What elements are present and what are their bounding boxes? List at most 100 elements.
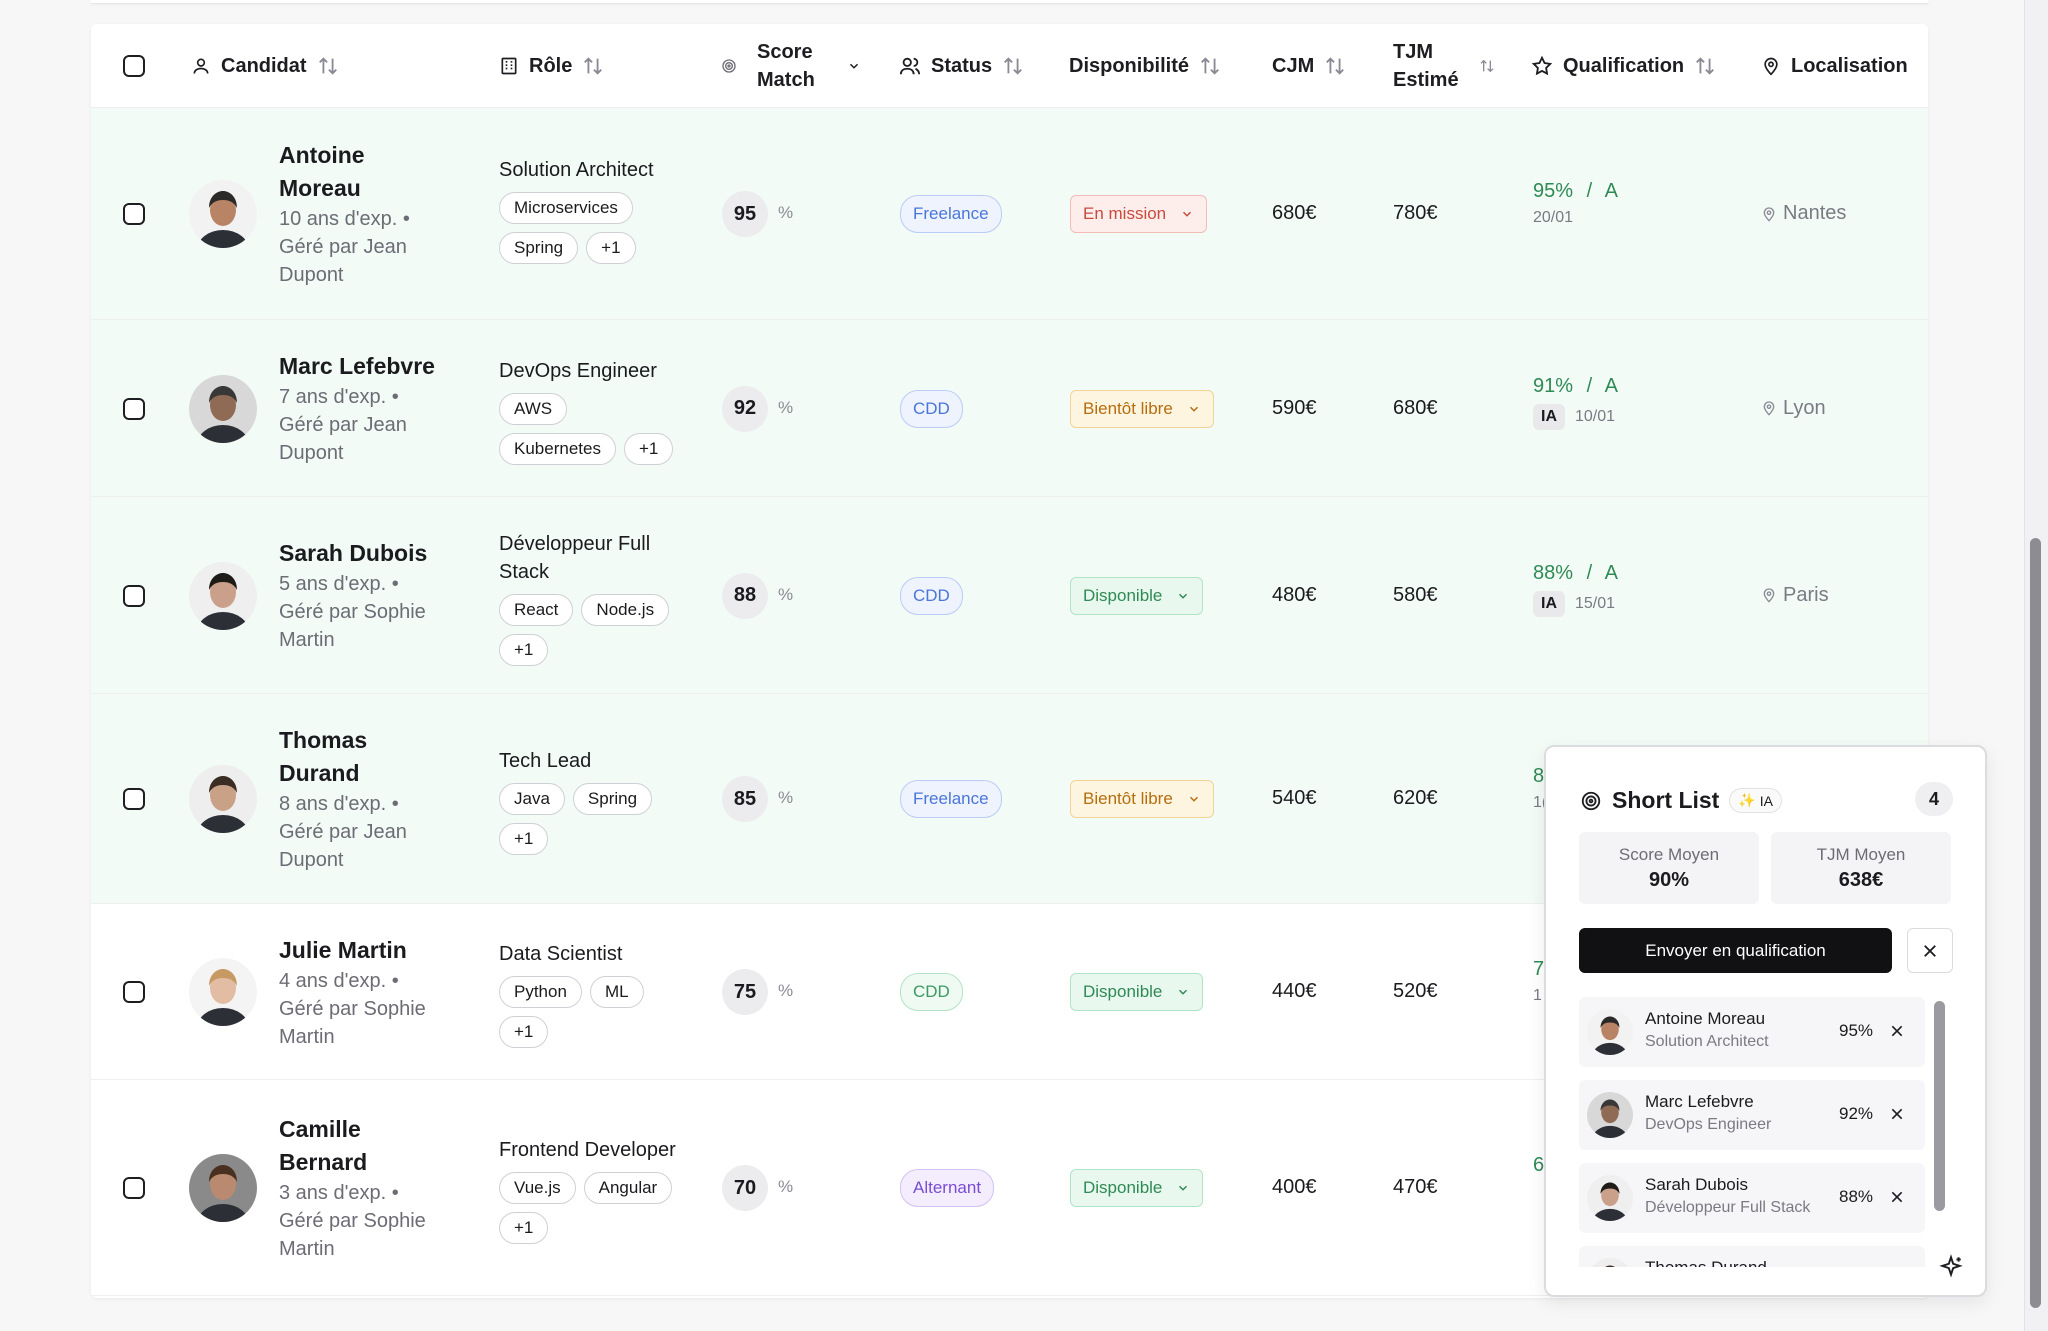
col-cjm-label: CJM [1272, 54, 1315, 77]
row-checkbox[interactable] [123, 981, 145, 1003]
candidate-name-line1: Antoine [279, 142, 365, 168]
qualification-cell: 95% / A 20/01 [1533, 180, 1618, 227]
skill-tag: Spring [499, 232, 579, 264]
col-cjm[interactable]: CJM [1272, 24, 1346, 108]
qualification-grade: A [1604, 180, 1618, 202]
building-icon [501, 57, 517, 75]
top-card-edge [91, 0, 1928, 4]
cjm-value: 540€ [1272, 787, 1317, 809]
shortlist-item[interactable]: Thomas Durand [1579, 1246, 1925, 1267]
row-checkbox[interactable] [123, 397, 145, 420]
close-icon [1891, 1108, 1903, 1120]
shortlist-title: Short List [1612, 787, 1720, 813]
qualification-sep: / [1586, 561, 1593, 584]
row-checkbox[interactable] [123, 203, 145, 225]
status-badge: Alternant [900, 1169, 995, 1207]
shortlist-item-name: Sarah Dubois [1645, 1175, 1749, 1194]
availability-dropdown[interactable]: En mission [1070, 195, 1208, 233]
remove-item-button[interactable] [1885, 1019, 1909, 1043]
chevron-down-icon[interactable] [847, 59, 861, 73]
status-badge: CDD [900, 389, 963, 428]
tjm-moyen-value: 638€ [1838, 869, 1884, 891]
sort-icon[interactable] [1324, 55, 1346, 77]
candidate-name[interactable]: Sarah Dubois [279, 537, 449, 570]
manager-text-line2: Dupont [279, 849, 344, 871]
qualification-date: 1( [1533, 794, 1548, 811]
shortlist-item-score: 95% [1839, 1021, 1874, 1040]
candidate-name[interactable]: Antoine Moreau [279, 139, 449, 205]
col-candidat[interactable]: Candidat [191, 24, 339, 108]
location-value: Nantes [1783, 202, 1847, 224]
tjm-moyen-stat: TJM Moyen 638€ [1771, 832, 1951, 904]
skill-tag: +1 [499, 1016, 549, 1048]
sort-icon[interactable] [582, 55, 604, 77]
avatar [189, 1154, 257, 1222]
sort-icon[interactable] [317, 55, 339, 77]
candidate-name-line1: Julie Martin [279, 936, 407, 963]
chevron-down-icon [1189, 796, 1198, 802]
col-tjm[interactable]: TJM Estimé [1393, 24, 1495, 108]
availability-dropdown[interactable]: Bientôt libre [1070, 780, 1214, 818]
manager-text-line1: Géré par Sophie [279, 601, 426, 623]
ai-assistant-button[interactable] [1926, 1242, 1976, 1292]
shortlist-header: Short List ✨ IA [1580, 787, 1783, 814]
remove-item-button[interactable] [1885, 1102, 1909, 1126]
candidate-name[interactable]: Marc Lefebvre [279, 350, 449, 383]
availability-value: En mission [1083, 204, 1167, 223]
row-checkbox[interactable] [123, 1177, 145, 1199]
shortlist-item[interactable]: Antoine Moreau Solution Architect 95% [1579, 997, 1925, 1067]
sort-icon[interactable] [1199, 55, 1221, 77]
qualification-score: 88% / A [1533, 562, 1618, 585]
col-status[interactable]: Status [899, 24, 1024, 108]
table-row[interactable]: Marc Lefebvre 7 ans d'exp. • Géré par Je… [91, 320, 1928, 497]
manager-text-line2: Martin [279, 629, 335, 651]
col-localisation[interactable]: Localisation [1761, 24, 1908, 108]
remove-item-button[interactable] [1885, 1185, 1909, 1209]
candidate-name[interactable]: Julie Martin [279, 934, 449, 967]
chevron-down-icon [1179, 1185, 1188, 1191]
col-role[interactable]: Rôle [499, 24, 604, 108]
availability-dropdown[interactable]: Disponible [1070, 1169, 1204, 1207]
candidate-name[interactable]: Thomas Durand [279, 724, 449, 790]
candidate-meta: 7 ans d'exp. • Géré par Jean Dupont [279, 383, 439, 467]
role-title: Data Scientist [499, 943, 623, 965]
score-match: 88 [722, 572, 768, 619]
shortlist-items[interactable]: Antoine Moreau Solution Architect 95% Ma… [1579, 997, 1931, 1267]
experience-text: 8 ans d'exp. • [279, 793, 399, 815]
availability-dropdown[interactable]: Bientôt libre [1070, 389, 1214, 428]
table-row[interactable]: Antoine Moreau 10 ans d'exp. • Géré par … [91, 108, 1928, 320]
row-checkbox[interactable] [123, 788, 145, 810]
row-checkbox[interactable] [123, 584, 145, 607]
sort-icon[interactable] [1002, 55, 1024, 77]
qualification-cell: 88% / A IA 15/01 [1533, 562, 1618, 617]
shortlist-item[interactable]: Sarah Dubois Développeur Full Stack 88% [1579, 1163, 1925, 1233]
skill-tag: Python [499, 976, 582, 1008]
send-qualification-button[interactable]: Envoyer en qualification [1579, 928, 1892, 973]
col-qualification[interactable]: Qualification [1531, 24, 1716, 108]
candidate-name-line2: Durand [279, 760, 360, 786]
score-moyen-stat: Score Moyen 90% [1579, 832, 1759, 904]
sort-icon[interactable] [1694, 55, 1716, 77]
experience-text: 4 ans d'exp. • [279, 969, 399, 992]
availability-dropdown[interactable]: Disponible [1070, 973, 1204, 1011]
shortlist-scrollbar[interactable] [1934, 1001, 1945, 1211]
availability-dropdown[interactable]: Disponible [1070, 576, 1204, 615]
table-row[interactable]: Sarah Dubois 5 ans d'exp. • Géré par Sop… [91, 497, 1928, 694]
page-scrollbar-thumb[interactable] [2030, 538, 2041, 1308]
col-disponibilite[interactable]: Disponibilité [1069, 24, 1221, 108]
candidate-name[interactable]: Camille Bernard [279, 1113, 449, 1179]
skill-tags: React Node.js +1 [499, 593, 689, 666]
candidate-cell: Thomas Durand 8 ans d'exp. • Géré par Je… [279, 724, 449, 874]
col-status-label: Status [931, 54, 993, 77]
sort-icon[interactable] [1479, 58, 1495, 74]
ia-badge: ✨ IA [1729, 788, 1783, 813]
avatar [1587, 1009, 1633, 1055]
col-score[interactable]: Score Match [721, 24, 861, 108]
close-shortlist-button[interactable] [1907, 928, 1953, 973]
select-all-checkbox[interactable] [123, 55, 145, 77]
score-match: 75 [722, 969, 768, 1015]
shortlist-item[interactable]: Marc Lefebvre DevOps Engineer 92% [1579, 1080, 1925, 1150]
user-icon [193, 58, 209, 74]
location-cell: Paris [1761, 584, 1829, 607]
location-value: Paris [1783, 583, 1829, 606]
